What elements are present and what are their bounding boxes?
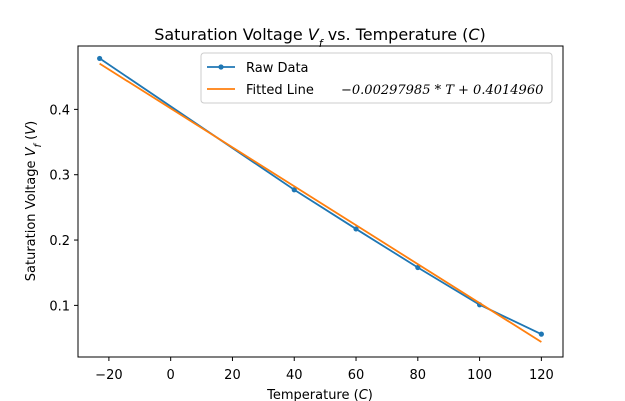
legend-label-fitted-line: Fitted Line — [246, 83, 314, 98]
chart-title: Saturation Voltage Vf vs. Temperature (C… — [154, 25, 486, 50]
title-unit: C — [468, 25, 480, 44]
ylabel-var: V — [24, 146, 39, 156]
ylabel-unit: V — [24, 125, 39, 135]
xlabel-unit: C — [359, 388, 369, 401]
raw-data-point — [97, 55, 103, 62]
x-axis-label: Temperature (C) — [266, 388, 373, 401]
y-tick-label: 0.2 — [49, 234, 70, 249]
raw-data-point — [353, 226, 359, 232]
ylabel-mid: ( — [24, 135, 39, 144]
raw-data-point — [291, 187, 297, 193]
xlabel-prefix: Temperature ( — [266, 388, 359, 401]
xlabel-suffix: ) — [368, 388, 373, 401]
y-axis-label: Saturation Voltage Vf (V) — [24, 121, 44, 281]
x-tick-label: −20 — [95, 368, 122, 383]
legend-equation: −0.00297985 * T + 0.4014960 — [341, 83, 543, 98]
plot-area — [77, 45, 564, 358]
legend: Raw Data Fitted Line −0.00297985 * T + 0… — [200, 52, 553, 104]
x-tick-label: 80 — [410, 368, 427, 383]
x-tick-label: 40 — [286, 368, 303, 383]
series-layer — [97, 55, 544, 343]
x-tick-label: 60 — [348, 368, 365, 383]
title-var: V — [308, 25, 320, 44]
x-tick-label: 20 — [224, 368, 241, 383]
y-tick-label: 0.4 — [49, 103, 70, 118]
legend-box — [200, 52, 553, 104]
x-tick-label: 120 — [529, 368, 554, 383]
x-tick-label: 0 — [167, 368, 175, 383]
x-tick-label: 100 — [467, 368, 492, 383]
legend-marker-raw-data — [218, 64, 224, 70]
raw-data-point — [538, 331, 544, 337]
title-prefix: Saturation Voltage — [154, 25, 308, 44]
title-sub: f — [319, 37, 325, 50]
ylabel-sub: f — [33, 143, 44, 148]
y-tick-label: 0.1 — [49, 299, 70, 314]
y-axis-ticks: 0.1 0.2 0.3 0.4 — [49, 103, 78, 314]
legend-label-raw-data: Raw Data — [246, 61, 309, 76]
title-suffix: ) — [480, 25, 486, 44]
y-tick-label: 0.3 — [49, 169, 70, 184]
ylabel-prefix: Saturation Voltage — [24, 156, 39, 281]
raw-data-point — [415, 264, 421, 271]
ylabel-suffix: ) — [24, 121, 39, 126]
title-mid: vs. Temperature ( — [323, 25, 469, 44]
x-axis-ticks: −20 0 20 40 60 80 100 120 — [95, 357, 554, 383]
fitted-line — [99, 62, 542, 343]
